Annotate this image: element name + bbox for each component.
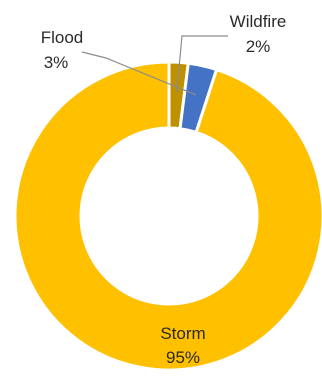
data-label-flood-name: Flood	[41, 28, 84, 47]
data-label-flood-value: 3%	[44, 53, 69, 72]
data-label-storm-value: 95%	[166, 348, 200, 367]
leader-line-wildfire	[176, 35, 228, 93]
data-label-wildfire: Wildfire 2%	[230, 12, 287, 56]
slice-storm	[13, 60, 322, 372]
data-label-wildfire-value: 2%	[246, 37, 271, 56]
data-label-flood: Flood 3%	[41, 28, 84, 72]
donut-slices	[13, 60, 322, 372]
leader-lines	[81, 35, 228, 96]
leader-line-flood	[81, 51, 197, 96]
data-label-storm: Storm 95%	[160, 324, 205, 367]
data-label-wildfire-name: Wildfire	[230, 12, 287, 31]
data-label-storm-name: Storm	[160, 324, 205, 343]
